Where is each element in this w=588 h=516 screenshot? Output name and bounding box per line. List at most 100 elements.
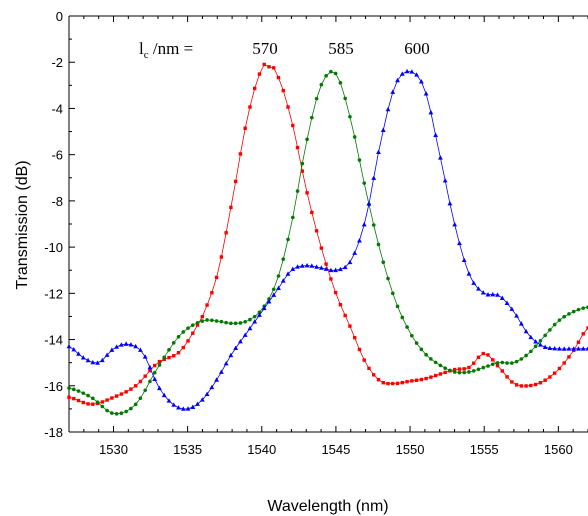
marker-600 [295, 264, 300, 269]
series-line-570 [68, 63, 588, 405]
marker-570 [586, 326, 588, 330]
marker-600 [342, 264, 348, 270]
y-tick-label: -10 [44, 240, 63, 255]
marker-585 [390, 291, 395, 296]
marker-570 [348, 324, 352, 328]
marker-570 [195, 323, 200, 327]
marker-570 [81, 400, 85, 405]
marker-570 [267, 65, 271, 69]
marker-570 [238, 152, 243, 156]
marker-570 [433, 373, 438, 378]
marker-570 [324, 262, 328, 266]
marker-570 [114, 394, 119, 398]
marker-585 [176, 334, 181, 339]
series-label-585: 585 [328, 39, 354, 58]
marker-600 [580, 346, 586, 351]
marker-600 [480, 290, 486, 295]
marker-600 [528, 334, 534, 340]
marker-600 [157, 385, 162, 391]
marker-585 [100, 404, 105, 409]
marker-585 [210, 318, 214, 323]
marker-585 [143, 388, 147, 393]
marker-570 [252, 86, 257, 91]
marker-585 [324, 73, 328, 78]
marker-570 [248, 105, 252, 109]
marker-570 [100, 400, 105, 404]
marker-600 [576, 346, 581, 351]
marker-585 [557, 318, 562, 322]
marker-600 [280, 278, 286, 283]
x-tick-label: 1535 [173, 442, 202, 457]
marker-570 [148, 368, 152, 373]
marker-600 [314, 264, 319, 269]
marker-570 [529, 383, 533, 388]
marker-600 [85, 357, 91, 363]
marker-600 [190, 404, 196, 409]
marker-585 [91, 396, 95, 401]
marker-570 [276, 75, 281, 80]
marker-600 [290, 266, 296, 271]
marker-570 [424, 376, 428, 381]
marker-585 [110, 411, 114, 415]
marker-570 [543, 378, 547, 382]
marker-570 [367, 366, 371, 371]
marker-570 [538, 381, 543, 385]
marker-600 [366, 201, 372, 206]
marker-585 [419, 347, 424, 352]
marker-585 [133, 402, 138, 407]
marker-570 [319, 246, 324, 250]
marker-585 [443, 366, 447, 370]
marker-585 [281, 257, 286, 261]
marker-585 [124, 409, 128, 414]
marker-570 [291, 123, 295, 128]
marker-570 [548, 375, 552, 379]
marker-600 [447, 200, 453, 206]
marker-600 [180, 406, 186, 411]
marker-600 [242, 332, 248, 337]
marker-600 [437, 155, 443, 160]
marker-600 [318, 265, 324, 270]
marker-570 [229, 205, 233, 210]
marker-570 [505, 375, 509, 379]
marker-585 [243, 319, 247, 324]
marker-600 [128, 342, 134, 347]
marker-585 [576, 307, 581, 312]
marker-585 [138, 396, 143, 401]
marker-585 [529, 349, 533, 354]
marker-570 [281, 88, 285, 93]
y-tick-label: -14 [44, 333, 63, 348]
marker-570 [514, 383, 519, 387]
marker-585 [171, 341, 176, 345]
marker-585 [357, 158, 362, 162]
marker-585 [505, 361, 509, 365]
marker-585 [414, 341, 419, 345]
marker-600 [118, 342, 124, 347]
marker-570 [519, 384, 524, 388]
marker-570 [72, 396, 76, 401]
marker-600 [166, 398, 172, 403]
marker-585 [381, 260, 386, 264]
marker-600 [442, 177, 448, 183]
marker-570 [400, 380, 405, 385]
marker-585 [548, 328, 552, 332]
marker-600 [552, 346, 558, 351]
marker-600 [299, 263, 305, 268]
y-tick-label: -12 [44, 286, 63, 301]
marker-585 [214, 319, 219, 323]
y-tick-label: -6 [51, 148, 63, 163]
marker-585 [462, 370, 467, 375]
marker-570 [124, 390, 128, 394]
marker-570 [557, 366, 562, 371]
marker-570 [381, 380, 385, 385]
marker-585 [405, 325, 409, 329]
marker-585 [181, 330, 186, 334]
y-tick-label: -2 [51, 55, 63, 70]
marker-570 [300, 169, 305, 173]
marker-585 [424, 352, 428, 357]
x-tick-label: 1530 [99, 442, 128, 457]
marker-600 [304, 262, 310, 268]
marker-585 [486, 364, 490, 368]
marker-570 [329, 277, 333, 281]
marker-570 [562, 361, 566, 365]
marker-585 [300, 161, 305, 166]
